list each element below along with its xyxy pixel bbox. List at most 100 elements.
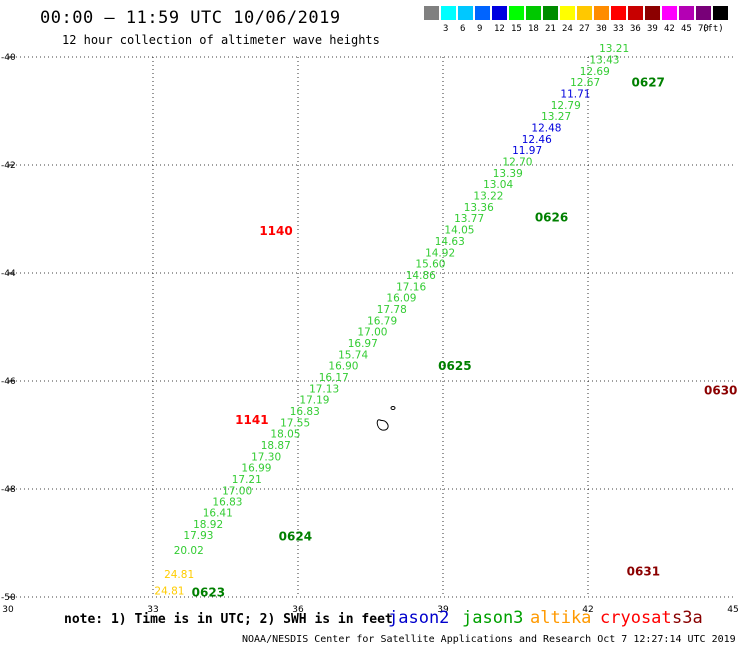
color-scale-swatch (458, 6, 473, 20)
data-marks: 24.8124.8120.0217.9318.9216.4116.8317.00… (154, 43, 629, 597)
x-tick-label: 39 (437, 605, 449, 615)
color-scale-swatch (662, 6, 677, 20)
color-scale-swatch (611, 6, 626, 20)
swh-value-label: 17.00 (357, 327, 387, 339)
swh-value-label: 16.17 (319, 372, 349, 384)
plot-grid (8, 56, 733, 598)
swh-value-label: 17.93 (183, 530, 213, 542)
swh-value-label: 18.05 (270, 429, 300, 441)
swh-value-label: 17.55 (280, 417, 310, 429)
color-scale-swatch (492, 6, 507, 20)
legend-item-jason2: jason2 (388, 608, 450, 628)
swh-value-label: 16.97 (348, 338, 378, 350)
color-scale-swatch (645, 6, 660, 20)
pass-time-label: 0626 (535, 211, 568, 225)
swh-value-label: 17.19 (299, 395, 329, 407)
swh-value-label: 12.48 (531, 123, 561, 135)
color-scale-label: 12 (494, 24, 505, 34)
color-scale-label: 18 (528, 24, 539, 34)
pass-time-label: 0623 (192, 585, 225, 599)
y-tick-label: -46 (1, 377, 16, 387)
color-scale-label: 3 (443, 24, 449, 34)
pass-time-label: 1141 (235, 413, 268, 427)
pass-time-label: 0625 (438, 359, 471, 373)
swh-value-label: 15.60 (415, 259, 445, 271)
swh-value-label: 13.22 (473, 191, 503, 203)
swh-value-label: 12.69 (580, 66, 610, 78)
swh-value-label: 13.39 (493, 168, 523, 180)
x-tick-label: 42 (582, 605, 593, 615)
swh-value-label: 24.81 (154, 585, 184, 597)
swh-value-label: 16.83 (212, 497, 242, 509)
color-scale-label: 45 (681, 24, 692, 34)
swh-value-label: 12.79 (551, 100, 581, 112)
islet-shape (390, 406, 396, 410)
y-tick-label: -50 (1, 593, 16, 603)
swh-value-label: 14.92 (425, 247, 455, 259)
swh-value-label: 17.30 (251, 451, 281, 463)
color-scale-swatch (543, 6, 558, 20)
legend-item-cryosat: cryosat (600, 608, 672, 628)
color-scale-label: 15 (511, 24, 522, 34)
color-scale-swatch (713, 6, 728, 20)
credit-line: NOAA/NESDIS Center for Satellite Applica… (242, 634, 736, 645)
swh-value-label: 16.83 (290, 406, 320, 418)
swh-value-label: 16.41 (203, 508, 233, 520)
color-scale-swatch (509, 6, 524, 20)
pass-time-label: 0630 (704, 384, 737, 398)
y-tick-label: -40 (1, 53, 16, 63)
color-scale-unit: (ft) (702, 24, 724, 34)
plot-axes: 30 33 36 39 42 45 -40 -42 -44 -46 -48 -50 (1, 53, 739, 615)
swh-value-label: 20.02 (174, 545, 204, 557)
swh-value-label: 16.79 (367, 315, 397, 327)
color-scale-swatch (441, 6, 456, 20)
island-shape (376, 419, 389, 431)
swh-value-label: 13.36 (464, 202, 494, 214)
pass-time-label: 0624 (279, 529, 312, 543)
swh-value-label: 16.99 (241, 463, 271, 475)
swh-value-label: 17.00 (222, 485, 252, 497)
y-tick-label: -44 (1, 269, 16, 279)
color-scale-label: 39 (647, 24, 658, 34)
y-tick-label: -48 (1, 485, 16, 495)
color-scale-swatch (679, 6, 694, 20)
swh-value-label: 13.21 (599, 43, 629, 55)
swh-value-label: 18.92 (193, 519, 223, 531)
color-scale-label: 21 (545, 24, 556, 34)
page-title: 00:00 – 11:59 UTC 10/06/2019 (40, 8, 341, 28)
swh-value-label: 14.86 (406, 270, 436, 282)
swh-value-label: 13.43 (589, 54, 619, 66)
legend-item-s3a: s3a (672, 608, 703, 628)
color-scale-label: 6 (460, 24, 466, 34)
x-tick-label: 36 (292, 605, 304, 615)
color-scale-swatch (577, 6, 592, 20)
swh-value-label: 18.87 (261, 440, 291, 452)
pass-time-label: 1140 (259, 224, 292, 238)
color-scale-swatch (526, 6, 541, 20)
color-scale-label: 33 (613, 24, 624, 34)
swh-value-label: 11.97 (512, 145, 542, 157)
x-tick-label: 45 (727, 605, 738, 615)
swh-value-label: 13.77 (454, 213, 484, 225)
pass-time-label: 0631 (627, 564, 660, 578)
swh-value-label: 11.71 (560, 89, 590, 101)
footer-note: note: 1) Time is in UTC; 2) SWH is in fe… (64, 612, 393, 627)
color-scale-label: 42 (664, 24, 675, 34)
color-scale-swatch (696, 6, 711, 20)
color-scale-label: 27 (579, 24, 590, 34)
color-scale-label: 36 (630, 24, 641, 34)
color-scale-swatch (594, 6, 609, 20)
swh-value-label: 17.16 (396, 281, 426, 293)
swh-value-label: 13.04 (483, 179, 513, 191)
color-scale-swatch (628, 6, 643, 20)
island-outline (376, 406, 396, 431)
color-scale-label: 24 (562, 24, 573, 34)
swh-value-label: 16.90 (328, 361, 358, 373)
color-scale-swatch (424, 6, 439, 20)
legend-item-jason3: jason3 (462, 608, 524, 628)
swh-value-label: 12.67 (570, 77, 600, 89)
swh-value-label: 16.09 (386, 293, 416, 305)
y-tick-label: -42 (1, 161, 16, 171)
time-labels: 0627 0626 0625 0624 0623 1140 1141 0630 0631 (192, 76, 738, 600)
